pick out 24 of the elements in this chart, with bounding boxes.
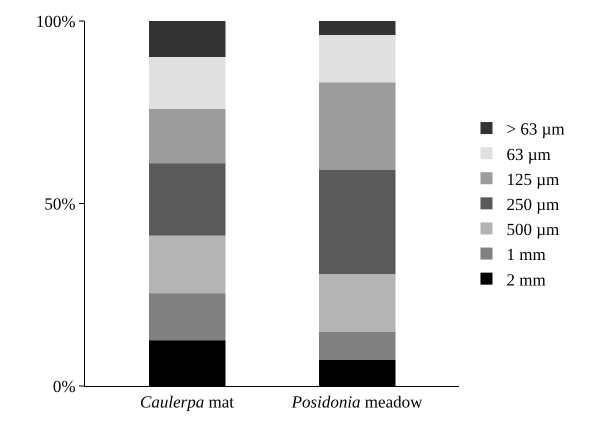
bar xyxy=(318,170,396,274)
x-tick-label: Caulerpa mat xyxy=(140,392,234,412)
bar xyxy=(148,108,226,164)
legend-label: 500 µm xyxy=(506,220,560,240)
legend-label: 125 µm xyxy=(506,170,560,189)
legend-label: 63 µm xyxy=(506,144,551,164)
bar xyxy=(318,21,396,35)
bar xyxy=(318,34,396,82)
legend-label: > 63 µm xyxy=(506,120,565,139)
legend-label: 250 µm xyxy=(506,194,560,214)
bar xyxy=(318,332,396,360)
bar xyxy=(148,235,226,294)
bar xyxy=(318,82,396,170)
bar xyxy=(148,56,226,109)
y-tick-label: 50% xyxy=(44,194,76,214)
bar xyxy=(148,163,226,236)
bar xyxy=(148,294,226,340)
bar xyxy=(318,274,396,332)
y-tick-label: 0% xyxy=(52,376,76,396)
bar xyxy=(148,21,226,57)
legend-label: 2 mm xyxy=(506,270,546,290)
x-tick-label: Posidonia meadow xyxy=(290,392,424,412)
y-tick-label: 100% xyxy=(36,12,76,31)
legend-label: 1 mm xyxy=(506,245,546,264)
